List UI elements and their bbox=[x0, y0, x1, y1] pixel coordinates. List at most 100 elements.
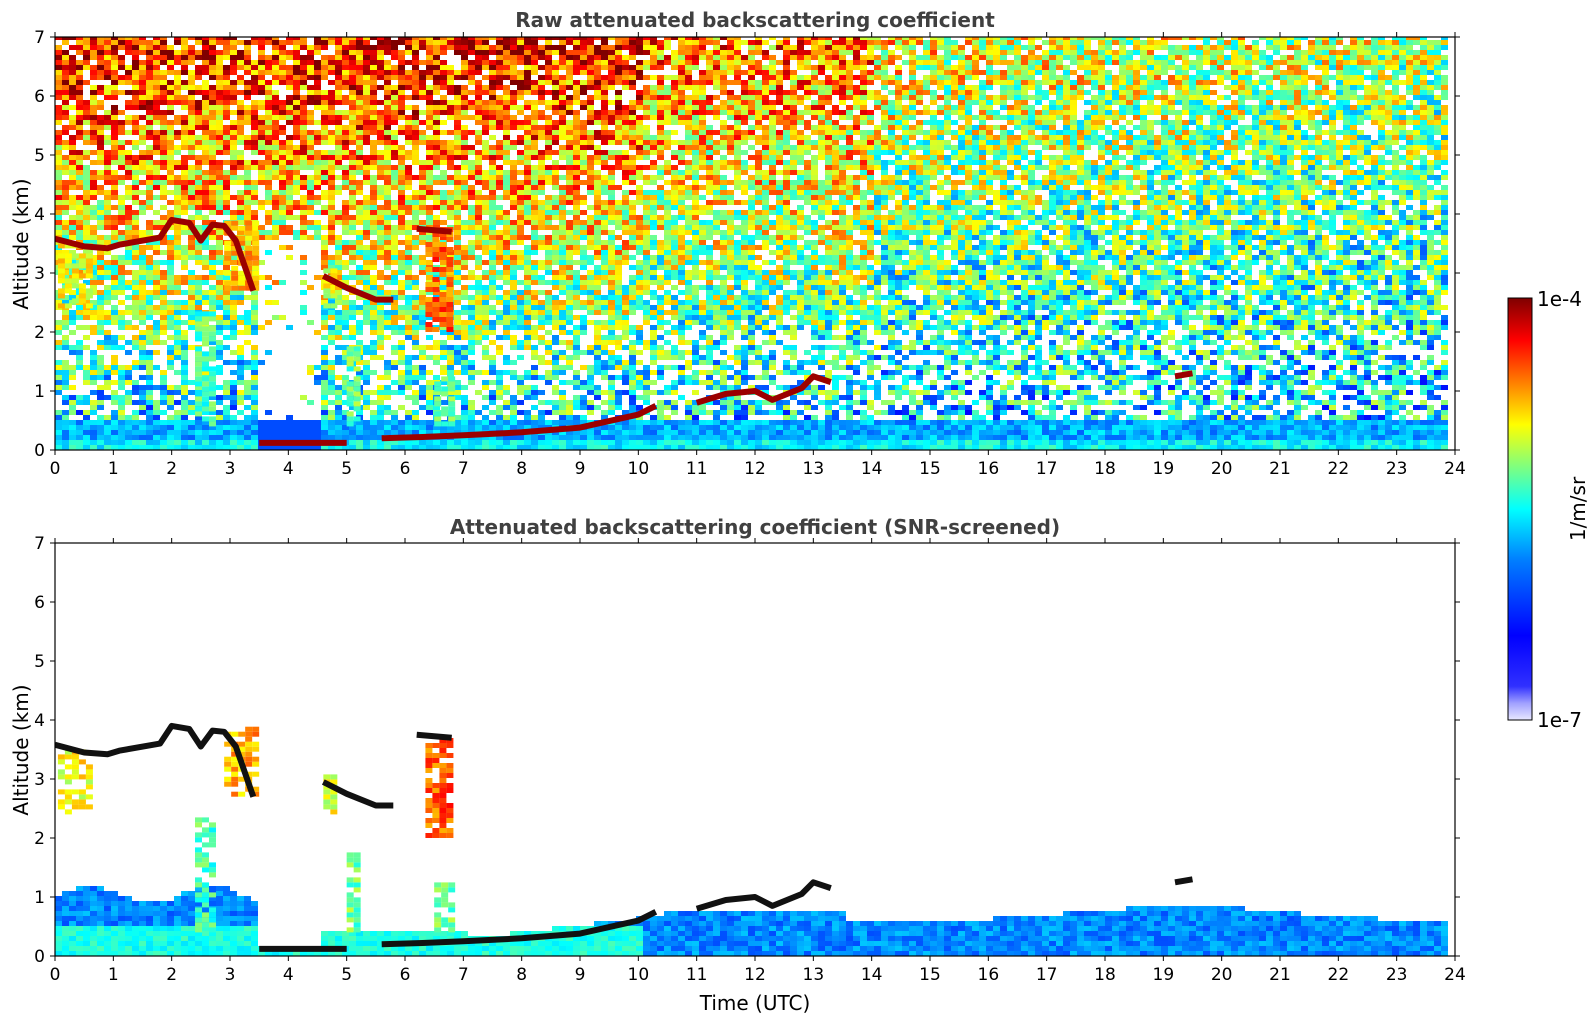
raw-cell bbox=[69, 120, 76, 125]
raw-cell bbox=[188, 380, 195, 385]
raw-cell bbox=[566, 400, 573, 405]
raw-cell bbox=[139, 250, 146, 255]
raw-cell bbox=[517, 345, 524, 350]
raw-cell bbox=[139, 75, 146, 80]
raw-cell bbox=[545, 135, 552, 140]
raw-cell bbox=[195, 185, 202, 190]
raw-cell bbox=[328, 210, 335, 215]
raw-cell bbox=[90, 280, 97, 285]
raw-cell bbox=[188, 200, 195, 205]
raw-cell bbox=[342, 200, 349, 205]
raw-cell bbox=[454, 295, 461, 300]
raw-cell bbox=[489, 145, 496, 150]
raw-cell bbox=[167, 85, 174, 90]
raw-cell bbox=[377, 135, 384, 140]
raw-cell bbox=[482, 395, 489, 400]
raw-cell bbox=[377, 75, 384, 80]
raw-cell bbox=[440, 440, 447, 445]
raw-cell bbox=[559, 340, 566, 345]
raw-cell bbox=[370, 315, 377, 320]
raw-cell bbox=[475, 155, 482, 160]
raw-cell bbox=[503, 330, 510, 335]
raw-cell bbox=[391, 290, 398, 295]
raw-cell bbox=[83, 425, 90, 430]
raw-cell bbox=[202, 300, 209, 305]
raw-cell bbox=[62, 400, 69, 405]
raw-cell bbox=[510, 90, 517, 95]
raw-cell bbox=[146, 290, 153, 295]
raw-cell bbox=[55, 415, 62, 420]
raw-cell bbox=[496, 115, 503, 120]
raw-cell bbox=[104, 345, 111, 350]
raw-cell bbox=[265, 125, 272, 130]
raw-cell bbox=[496, 95, 503, 100]
raw-cell bbox=[461, 200, 468, 205]
raw-cell bbox=[321, 360, 328, 365]
raw-cell bbox=[342, 80, 349, 85]
raw-cell bbox=[286, 200, 293, 205]
raw-cell bbox=[251, 350, 258, 355]
raw-cell bbox=[531, 295, 538, 300]
raw-cell bbox=[223, 130, 230, 135]
raw-cell bbox=[328, 235, 335, 240]
raw-cell bbox=[118, 265, 125, 270]
raw-cell bbox=[230, 50, 237, 55]
raw-cell bbox=[356, 370, 363, 375]
raw-cell bbox=[258, 230, 265, 235]
raw-cell bbox=[279, 220, 286, 225]
raw-cell bbox=[482, 425, 489, 430]
raw-cell bbox=[83, 40, 90, 45]
raw-cell bbox=[146, 350, 153, 355]
raw-cell bbox=[188, 280, 195, 285]
raw-cell bbox=[363, 275, 370, 280]
raw-cell bbox=[244, 115, 251, 120]
raw-cell bbox=[405, 360, 412, 365]
raw-cell bbox=[307, 50, 314, 55]
raw-cell bbox=[552, 305, 559, 310]
raw-cell bbox=[293, 75, 300, 80]
raw-cell bbox=[559, 285, 566, 290]
raw-cell bbox=[167, 420, 174, 425]
raw-cell bbox=[559, 410, 566, 415]
raw-cell bbox=[237, 320, 244, 325]
raw-cell bbox=[132, 225, 139, 230]
raw-cell bbox=[363, 375, 370, 380]
raw-cell bbox=[125, 70, 132, 75]
raw-cell bbox=[419, 300, 426, 305]
raw-cell bbox=[55, 330, 62, 335]
raw-cell bbox=[517, 45, 524, 50]
raw-cell bbox=[132, 260, 139, 265]
raw-cell bbox=[545, 80, 552, 85]
raw-cell bbox=[146, 165, 153, 170]
raw-cell bbox=[272, 65, 279, 70]
raw-cell bbox=[454, 45, 461, 50]
raw-cell bbox=[76, 175, 83, 180]
raw-cell bbox=[83, 175, 90, 180]
raw-cell bbox=[391, 205, 398, 210]
raw-cell bbox=[566, 315, 573, 320]
raw-cell bbox=[587, 375, 594, 380]
raw-cell bbox=[160, 75, 167, 80]
raw-cell bbox=[496, 260, 503, 265]
raw-cell bbox=[251, 105, 258, 110]
raw-cell bbox=[293, 170, 300, 175]
raw-cell bbox=[174, 37, 181, 40]
raw-cell bbox=[342, 85, 349, 90]
raw-cell bbox=[132, 180, 139, 185]
raw-cell bbox=[181, 170, 188, 175]
raw-cell bbox=[146, 85, 153, 90]
raw-cell bbox=[55, 75, 62, 80]
raw-cell bbox=[475, 170, 482, 175]
raw-cell bbox=[167, 440, 174, 445]
raw-cell bbox=[111, 115, 118, 120]
raw-cell bbox=[363, 70, 370, 75]
raw-cell bbox=[531, 110, 538, 115]
raw-cell bbox=[510, 125, 517, 130]
raw-cell bbox=[153, 135, 160, 140]
raw-cell bbox=[132, 115, 139, 120]
raw-cell bbox=[566, 210, 573, 215]
raw-cell bbox=[475, 60, 482, 65]
raw-cell bbox=[524, 220, 531, 225]
raw-cell bbox=[286, 150, 293, 155]
raw-cell bbox=[104, 430, 111, 435]
